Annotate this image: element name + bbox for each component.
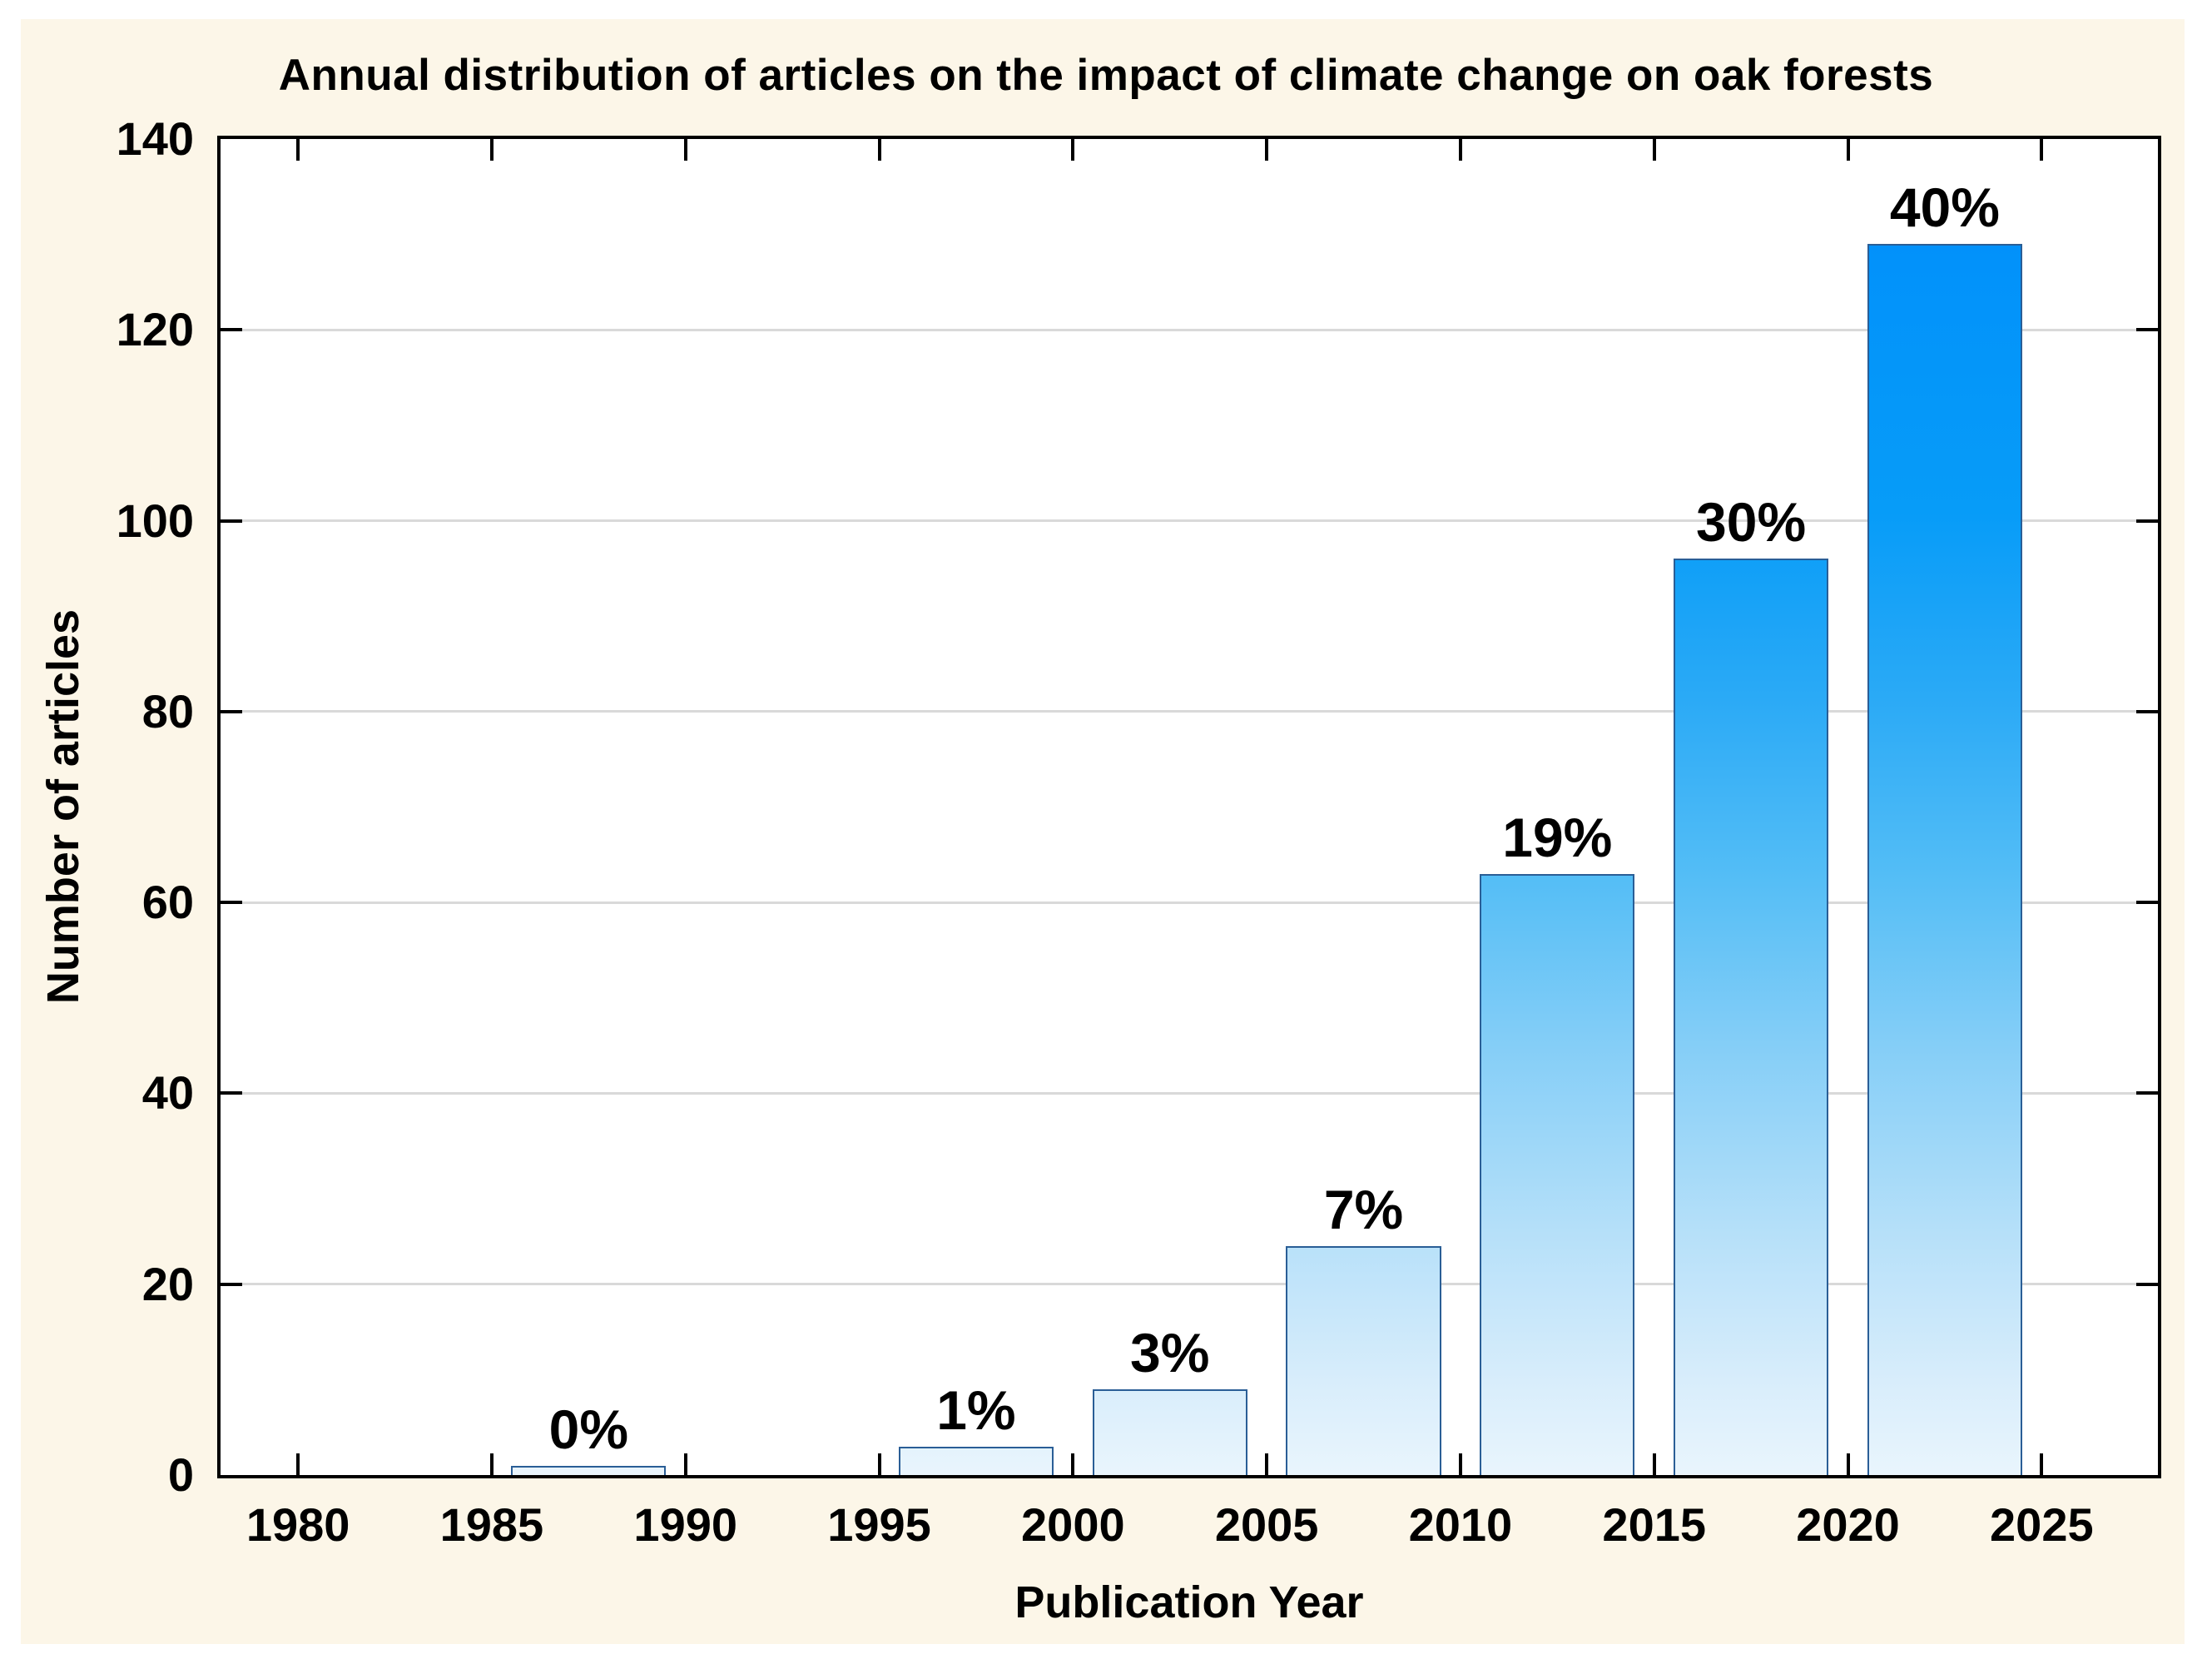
bar-label-2015-2020: 30%: [1696, 491, 1807, 554]
bar-label-1995-2000: 1%: [936, 1378, 1016, 1441]
x-tick-label-1980: 1980: [246, 1498, 350, 1551]
bar-label-2010-2015: 19%: [1502, 806, 1613, 868]
gridline-y-40: [221, 1091, 2158, 1095]
y-tick-mark-right-20: [2136, 1282, 2158, 1286]
y-tick-label-40: 40: [141, 1066, 194, 1120]
x-tick-mark-top-2020: [1846, 139, 1850, 161]
y-tick-mark-left-120: [221, 328, 242, 332]
y-tick-mark-right-80: [2136, 709, 2158, 713]
x-tick-mark-top-2015: [1652, 139, 1656, 161]
bar-label-2000-2005: 3%: [1130, 1321, 1210, 1383]
gridline-y-100: [221, 519, 2158, 523]
bar-1985-1990: [511, 1465, 667, 1475]
x-tick-mark-top-1980: [296, 139, 300, 161]
gridline-y-120: [221, 328, 2158, 331]
x-tick-mark-top-2025: [2040, 139, 2044, 161]
x-tick-mark-bottom-2000: [1071, 1453, 1075, 1475]
y-axis-title: Number of articles: [38, 608, 88, 1005]
bar-2015-2020: [1674, 559, 1829, 1475]
bar-label-2020-2025: 40%: [1889, 176, 2000, 239]
bar-2000-2005: [1092, 1388, 1247, 1475]
y-tick-mark-left-40: [221, 1091, 242, 1095]
y-tick-label-120: 120: [116, 303, 194, 356]
x-tick-mark-top-2010: [1458, 139, 1462, 161]
y-tick-mark-left-80: [221, 709, 242, 713]
gridline-y-60: [221, 901, 2158, 904]
y-tick-mark-left-100: [221, 519, 242, 523]
x-tick-mark-top-1985: [489, 139, 493, 161]
x-tick-label-1985: 1985: [439, 1498, 544, 1551]
y-tick-mark-right-60: [2136, 901, 2158, 905]
y-tick-mark-left-20: [221, 1282, 242, 1286]
bar-2005-2010: [1286, 1245, 1441, 1475]
y-tick-mark-right-100: [2136, 519, 2158, 523]
x-tick-label-2000: 2000: [1021, 1498, 1125, 1551]
y-tick-label-80: 80: [141, 684, 194, 738]
x-tick-mark-bottom-2025: [2040, 1453, 2044, 1475]
y-tick-mark-right-40: [2136, 1091, 2158, 1095]
plot-area: 0% 1% 3% 7% 19% 30% 40%: [217, 136, 2161, 1478]
x-tick-mark-top-2000: [1071, 139, 1075, 161]
bar-2010-2015: [1480, 873, 1635, 1475]
y-tick-label-100: 100: [116, 494, 194, 547]
bar-label-1985-1990: 0%: [548, 1398, 629, 1460]
x-axis-title: Publication Year: [1014, 1577, 1364, 1627]
x-tick-mark-bottom-1985: [489, 1453, 493, 1475]
x-tick-mark-bottom-1995: [877, 1453, 881, 1475]
x-tick-mark-bottom-1980: [296, 1453, 300, 1475]
x-tick-label-2020: 2020: [1796, 1498, 1900, 1551]
x-tick-mark-bottom-2015: [1652, 1453, 1656, 1475]
x-tick-label-2005: 2005: [1214, 1498, 1319, 1551]
x-tick-label-1990: 1990: [633, 1498, 738, 1551]
x-tick-label-2010: 2010: [1408, 1498, 1513, 1551]
y-tick-mark-right-120: [2136, 328, 2158, 332]
x-tick-mark-bottom-2010: [1458, 1453, 1462, 1475]
x-tick-label-2025: 2025: [1990, 1498, 2094, 1551]
x-tick-label-2015: 2015: [1602, 1498, 1707, 1551]
y-tick-label-0: 0: [167, 1448, 194, 1501]
y-tick-label-140: 140: [116, 112, 194, 165]
x-tick-mark-bottom-2020: [1846, 1453, 1850, 1475]
x-tick-label-1995: 1995: [827, 1498, 931, 1551]
x-tick-mark-bottom-2005: [1265, 1453, 1269, 1475]
gridline-y-20: [221, 1283, 2158, 1286]
y-tick-label-60: 60: [141, 876, 194, 929]
y-tick-mark-left-60: [221, 901, 242, 905]
chart-title: Annual distribution of articles on the i…: [278, 51, 1934, 100]
bar-label-2005-2010: 7%: [1323, 1178, 1404, 1240]
bar-1995-2000: [898, 1446, 1054, 1475]
x-tick-mark-top-2005: [1265, 139, 1269, 161]
x-tick-mark-bottom-1990: [683, 1453, 687, 1475]
bar-2020-2025: [1867, 244, 2023, 1475]
x-tick-mark-top-1990: [683, 139, 687, 161]
x-tick-mark-top-1995: [877, 139, 881, 161]
gridline-y-80: [221, 710, 2158, 713]
y-tick-label-20: 20: [141, 1257, 194, 1310]
